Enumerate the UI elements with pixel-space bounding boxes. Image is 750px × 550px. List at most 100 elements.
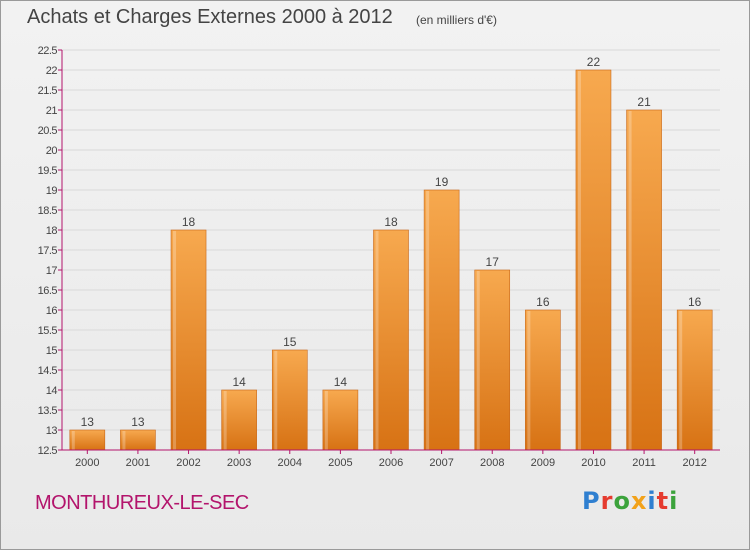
location-name: MONTHUREUX-LE-SEC bbox=[35, 492, 249, 514]
y-tick-label: 17 bbox=[46, 265, 58, 277]
logo-letter: t bbox=[656, 487, 670, 515]
y-tick-label: 15 bbox=[46, 345, 58, 357]
chart-subtitle: (en milliers d'€) bbox=[416, 13, 497, 27]
logo-letter: P bbox=[582, 487, 601, 515]
y-tick-label: 13 bbox=[46, 425, 58, 437]
y-tick-label: 14 bbox=[46, 385, 58, 397]
y-tick-label: 12.5 bbox=[38, 445, 58, 457]
y-tick-label: 16.5 bbox=[38, 285, 58, 297]
data-label: 16 bbox=[536, 295, 550, 309]
labels: 12.5 13 13.5 14 14.5 15 15.5 16 16.5 17 17.5 18 18.5… bbox=[38, 45, 707, 469]
logo-letter: i bbox=[669, 487, 679, 515]
data-label: 14 bbox=[334, 375, 348, 389]
y-tick-label: 17.5 bbox=[38, 245, 58, 257]
bar bbox=[221, 389, 257, 451]
bar-2010 bbox=[575, 69, 612, 451]
x-tick-label: 2005 bbox=[328, 457, 352, 469]
data-label: 21 bbox=[637, 95, 651, 109]
chart-title: Achats et Charges Externes 2000 à 2012 bbox=[27, 6, 393, 28]
bars bbox=[69, 69, 713, 451]
x-tick-label: 2012 bbox=[682, 457, 706, 469]
bar bbox=[474, 269, 511, 451]
logo-letter: i bbox=[647, 487, 657, 515]
data-label: 18 bbox=[384, 215, 398, 229]
bar-2012 bbox=[676, 309, 713, 451]
y-tick-label: 15.5 bbox=[38, 325, 58, 337]
x-tick-label: 2007 bbox=[429, 457, 453, 469]
bar-2006 bbox=[373, 229, 409, 451]
x-tick-label: 2006 bbox=[379, 457, 403, 469]
bar-2008 bbox=[474, 269, 511, 451]
bar-highlight bbox=[679, 311, 683, 450]
y-tick-label: 14.5 bbox=[38, 365, 58, 377]
bar-2011 bbox=[626, 109, 662, 451]
bar-2003 bbox=[221, 389, 257, 451]
bar-2009 bbox=[525, 309, 561, 451]
x-tick-label: 2010 bbox=[581, 457, 605, 469]
bar-highlight bbox=[173, 231, 177, 450]
data-label: 18 bbox=[182, 215, 196, 229]
y-tick-label: 16 bbox=[46, 305, 58, 317]
bar-2007 bbox=[423, 189, 460, 451]
bar-highlight bbox=[426, 191, 430, 450]
logo-letter: x bbox=[630, 487, 648, 515]
data-label: 14 bbox=[232, 375, 246, 389]
bar-2000 bbox=[69, 429, 106, 451]
bar bbox=[373, 229, 409, 451]
bar bbox=[120, 429, 156, 451]
x-tick-label: 2011 bbox=[632, 457, 656, 469]
bar-2004 bbox=[271, 349, 308, 451]
y-tick-label: 13.5 bbox=[38, 405, 58, 417]
bar-highlight bbox=[223, 391, 227, 450]
bar-highlight bbox=[71, 431, 75, 450]
x-tick-label: 2001 bbox=[126, 457, 150, 469]
y-tick-label: 19 bbox=[46, 185, 58, 197]
bar bbox=[676, 309, 713, 451]
y-tick-label: 18.5 bbox=[38, 205, 58, 217]
bar bbox=[575, 69, 612, 451]
logo-letter: o bbox=[613, 487, 631, 515]
y-tick-label: 22.5 bbox=[38, 45, 58, 57]
bar-highlight bbox=[324, 391, 328, 450]
bar bbox=[525, 309, 561, 451]
bar-2002 bbox=[170, 229, 207, 451]
bar-highlight bbox=[375, 231, 379, 450]
x-tick-label: 2004 bbox=[278, 457, 302, 469]
bar bbox=[423, 189, 460, 451]
bar bbox=[271, 349, 308, 451]
bar-highlight bbox=[274, 351, 278, 450]
y-tick-label: 20.5 bbox=[38, 125, 58, 137]
axes bbox=[58, 49, 720, 454]
data-label: 13 bbox=[131, 415, 145, 429]
bar bbox=[322, 389, 359, 451]
x-tick-label: 2000 bbox=[75, 457, 99, 469]
y-tick-label: 18 bbox=[46, 225, 58, 237]
x-tick-label: 2009 bbox=[531, 457, 555, 469]
bar-highlight bbox=[628, 111, 632, 450]
bar-2001 bbox=[120, 429, 156, 451]
y-tick-label: 20 bbox=[46, 145, 58, 157]
y-tick-label: 21 bbox=[46, 105, 58, 117]
bar bbox=[69, 429, 106, 451]
bar-highlight bbox=[527, 311, 531, 450]
data-label: 16 bbox=[688, 295, 702, 309]
y-tick-label: 22 bbox=[46, 65, 58, 77]
y-tick-label: 21.5 bbox=[38, 85, 58, 97]
bar bbox=[170, 229, 207, 451]
data-label: 15 bbox=[283, 335, 297, 349]
x-tick-label: 2002 bbox=[176, 457, 200, 469]
data-label: 17 bbox=[486, 255, 500, 269]
y-tick-label: 19.5 bbox=[38, 165, 58, 177]
bar bbox=[626, 109, 662, 451]
bar-highlight bbox=[577, 71, 581, 450]
proxiti-logo: Proxiti bbox=[582, 487, 678, 515]
x-tick-label: 2003 bbox=[227, 457, 251, 469]
bar-highlight bbox=[122, 431, 126, 450]
bar-highlight bbox=[476, 271, 480, 450]
data-label: 13 bbox=[81, 415, 95, 429]
bar-2005 bbox=[322, 389, 359, 451]
data-label: 19 bbox=[435, 175, 449, 189]
logo-letter: r bbox=[600, 487, 614, 515]
data-label: 22 bbox=[587, 55, 601, 69]
